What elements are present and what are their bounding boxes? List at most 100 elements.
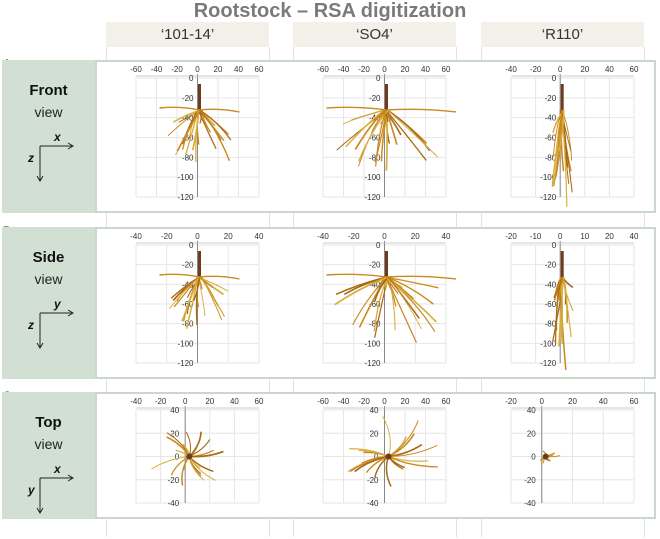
x-tick-label: 20 — [401, 397, 410, 406]
y-tick-label: -20 — [524, 476, 536, 485]
x-tick-label: 0 — [382, 65, 387, 74]
root-system-drawing — [347, 415, 438, 487]
x-tick-label: 60 — [630, 397, 639, 406]
x-tick-label: 40 — [255, 232, 264, 241]
root-system-drawing — [551, 84, 573, 207]
x-tick-label: 40 — [421, 65, 430, 74]
axis-v-label: z — [27, 151, 34, 165]
x-tick-label: -40 — [151, 65, 163, 74]
x-tick-label: 0 — [558, 65, 563, 74]
y-tick-label: 0 — [376, 241, 381, 250]
panel-top-2: -20 0 20 40 60 40 20 0 -20 -40 — [481, 394, 644, 522]
y-tick-label: -80 — [545, 320, 557, 329]
axis-h-label: x — [53, 464, 62, 476]
y-tick-label: 40 — [527, 406, 536, 415]
y-tick-label: 40 — [370, 406, 379, 415]
view-sublabel: view — [34, 271, 63, 287]
x-tick-label: 40 — [599, 397, 608, 406]
y-tick-label: 0 — [374, 453, 379, 462]
y-tick-label: -20 — [367, 476, 379, 485]
y-tick-label: -40 — [545, 280, 557, 289]
x-tick-label: -20 — [161, 232, 173, 241]
column-header-so4: ‘SO4’ — [293, 22, 456, 47]
y-tick-label: -40 — [168, 499, 180, 508]
x-tick-label: -20 — [155, 397, 167, 406]
root-system-drawing — [151, 431, 224, 486]
y-tick-label: -40 — [367, 499, 379, 508]
y-tick-label: -20 — [182, 94, 194, 103]
view-name: Side — [32, 249, 65, 266]
y-tick-label: -60 — [545, 134, 557, 143]
y-tick-label: -40 — [545, 114, 557, 123]
y-tick-label: -20 — [369, 261, 381, 270]
row-label-side: Side view y z — [2, 227, 95, 379]
root-system-drawing — [326, 251, 457, 343]
panel-top-0: -40 -20 0 20 40 60 40 20 0 -20 -40 — [106, 394, 269, 522]
x-tick-label: 60 — [630, 65, 639, 74]
x-tick-label: 0 — [382, 397, 387, 406]
y-tick-label: -100 — [540, 339, 557, 348]
x-tick-label: -40 — [338, 65, 350, 74]
y-tick-label: -60 — [545, 300, 557, 309]
x-tick-label: 0 — [195, 65, 200, 74]
x-tick-label: 40 — [421, 397, 430, 406]
x-tick-label: 40 — [630, 232, 639, 241]
x-tick-label: 20 — [580, 65, 589, 74]
x-tick-label: 20 — [224, 232, 233, 241]
y-tick-label: -120 — [364, 193, 381, 202]
row-label-top: Top view x y — [2, 392, 95, 519]
y-tick-label: -100 — [540, 173, 557, 182]
axis-h-label: y — [53, 299, 62, 311]
panel-front-1: -60 -40 -20 0 20 40 60 0 -20 -40 -60 -80 -100 -120 — [293, 62, 457, 216]
axis-v-label: z — [27, 318, 34, 332]
x-tick-label: 40 — [230, 397, 239, 406]
view-sublabel: view — [34, 436, 63, 452]
row-label-front: Front view x z — [2, 60, 95, 213]
y-tick-label: -100 — [177, 173, 194, 182]
y-tick-label: 20 — [370, 429, 379, 438]
y-tick-label: -20 — [182, 261, 194, 270]
x-tick-label: 10 — [580, 232, 589, 241]
y-tick-label: -100 — [364, 339, 381, 348]
column-header-101-14: ‘101-14’ — [106, 22, 269, 47]
axis-orientation-icon: xy — [27, 464, 74, 514]
column-header-r110: ‘R110’ — [481, 22, 644, 47]
x-tick-label: 40 — [605, 65, 614, 74]
view-name: Front — [29, 82, 68, 99]
x-tick-label: -40 — [130, 397, 142, 406]
y-tick-label: -80 — [369, 153, 381, 162]
y-tick-label: 40 — [170, 406, 179, 415]
x-tick-label: 20 — [205, 397, 214, 406]
y-tick-label: -120 — [177, 193, 194, 202]
x-tick-label: -40 — [317, 232, 329, 241]
panel-side-2: -20 -10 0 10 20 40 0 -20 -40 -60 -80 -100 -120 — [481, 229, 644, 382]
x-tick-label: -10 — [530, 232, 542, 241]
y-tick-label: -120 — [177, 359, 194, 368]
x-tick-label: 0 — [558, 232, 563, 241]
x-tick-label: 20 — [411, 232, 420, 241]
x-tick-label: 40 — [234, 65, 243, 74]
x-tick-label: 20 — [401, 65, 410, 74]
x-tick-label: 60 — [442, 65, 451, 74]
y-tick-label: -120 — [364, 359, 381, 368]
root-system-drawing — [326, 84, 457, 171]
x-tick-label: 40 — [442, 232, 451, 241]
y-tick-label: -100 — [364, 173, 381, 182]
root-system-drawing — [539, 450, 561, 464]
y-tick-label: 0 — [189, 74, 194, 83]
y-tick-label: -120 — [540, 359, 557, 368]
y-tick-label: -20 — [168, 476, 180, 485]
y-tick-label: -80 — [545, 153, 557, 162]
x-tick-label: -20 — [530, 65, 542, 74]
x-tick-label: -40 — [505, 65, 517, 74]
x-tick-label: 60 — [255, 397, 264, 406]
y-tick-label: -20 — [369, 94, 381, 103]
x-tick-label: -40 — [338, 397, 350, 406]
panel-front-0: -60 -40 -20 0 20 40 60 0 -20 -40 -60 -80 -100 -120 — [106, 62, 269, 216]
y-tick-label: 20 — [527, 429, 536, 438]
x-tick-label: -60 — [317, 65, 329, 74]
panel-side-1: -40 -20 0 20 40 0 -20 -40 -60 -80 -100 -120 — [293, 229, 457, 382]
panel-side-0: -40 -20 0 20 40 0 -20 -40 -60 -80 -100 -120 — [106, 229, 269, 382]
y-tick-label: -100 — [177, 339, 194, 348]
x-tick-label: -20 — [505, 397, 517, 406]
